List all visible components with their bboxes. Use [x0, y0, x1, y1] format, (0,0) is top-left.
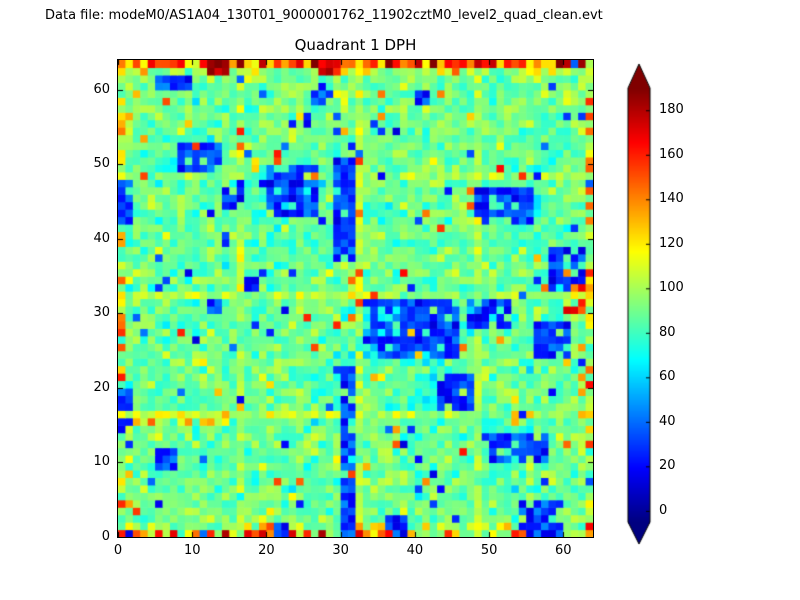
- y-tick-label: 60: [93, 81, 110, 97]
- colorbar-tick-label: 120: [659, 235, 684, 251]
- colorbar-tick-label: 100: [659, 280, 684, 296]
- colorbar: [616, 54, 666, 554]
- x-tick-label: 20: [258, 543, 275, 558]
- y-tick-label: 40: [93, 230, 110, 246]
- x-tick-label: 50: [480, 543, 498, 558]
- y-tick-label: 20: [93, 379, 110, 395]
- colorbar-tick-label: 180: [659, 102, 684, 118]
- data-file-label: Data file: modeM0/AS1A04_130T01_90000017…: [45, 8, 603, 23]
- heatmap-canvas: [118, 60, 593, 537]
- colorbar-tick-label: 20: [659, 458, 676, 474]
- colorbar-tick-label: 0: [659, 502, 668, 518]
- x-tick-label: 60: [555, 543, 572, 558]
- plot-area: [117, 59, 594, 538]
- colorbar-tick-label: 40: [659, 413, 676, 429]
- y-tick-label: 30: [93, 305, 110, 321]
- x-tick-label: 40: [406, 543, 424, 558]
- x-tick-label: 0: [113, 543, 123, 558]
- y-tick-label: 50: [93, 156, 110, 172]
- x-tick-label: 10: [183, 543, 201, 558]
- y-tick-label: 10: [93, 454, 110, 470]
- chart-title: Quadrant 1 DPH: [294, 36, 417, 54]
- colorbar-tick-label: 160: [659, 146, 684, 162]
- x-tick-label: 30: [332, 543, 349, 558]
- y-tick-label: 0: [101, 529, 110, 544]
- colorbar-tick-label: 140: [659, 191, 684, 207]
- colorbar-tick-label: 80: [659, 324, 676, 340]
- colorbar-tick-label: 60: [659, 369, 676, 385]
